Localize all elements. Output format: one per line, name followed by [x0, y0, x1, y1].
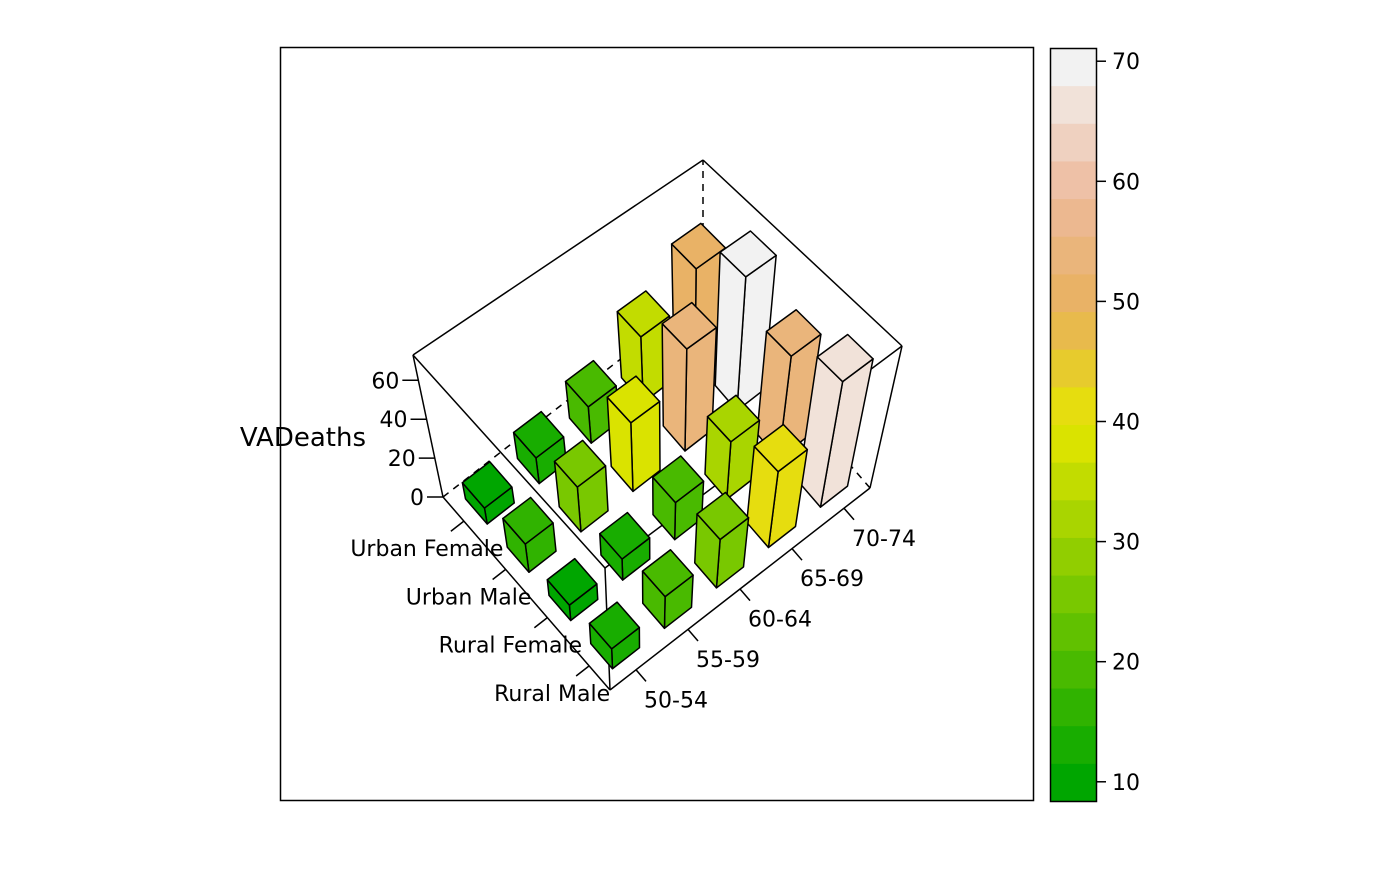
bar-55-59-urban-female [512, 410, 567, 485]
bar-top-face [753, 423, 809, 473]
bar-top-face [719, 230, 777, 278]
color-key-band [1050, 198, 1096, 237]
row-tick [791, 548, 803, 561]
color-key-band [1050, 236, 1096, 275]
z-tick-label: 20 [388, 447, 416, 472]
bar-top-face [502, 496, 554, 545]
color-key-band [1050, 424, 1096, 463]
color-key-band [1050, 386, 1096, 425]
bar-top-face [616, 290, 671, 338]
color-key-band [1050, 612, 1096, 651]
bar-top-face [816, 333, 874, 383]
box-edge [412, 159, 704, 356]
color-key-tick-label: 60 [1112, 170, 1140, 195]
bar-top-face [461, 461, 513, 509]
bar-top-face [546, 557, 598, 606]
bar-top-face [553, 439, 607, 488]
color-key-band [1050, 537, 1096, 576]
box-edge [412, 354, 606, 569]
bar-top-face [588, 601, 641, 650]
bar-60-64-rural-female [652, 455, 705, 541]
color-key-band [1050, 85, 1096, 124]
color-key-tick-label: 30 [1112, 531, 1140, 556]
color-key-tick-label: 10 [1112, 771, 1140, 796]
row-tick-label: 50-54 [644, 688, 708, 713]
color-key-band [1050, 688, 1096, 727]
box-edge [702, 159, 903, 347]
column-tick [450, 520, 465, 532]
axes: Rural Male Rural Female Urban Male Urban Fe… [350, 369, 916, 713]
bar-top-face [641, 548, 694, 598]
bar-top-face [661, 301, 718, 350]
color-key-band [1050, 725, 1096, 764]
bar-top-face [696, 491, 750, 541]
z-axis-label: VADeaths [240, 423, 366, 453]
row-tick [843, 507, 855, 521]
row-tick [687, 628, 699, 642]
z-tick-label: 40 [380, 408, 408, 433]
row-tick-label: 65-69 [800, 567, 864, 592]
color-key-band [1050, 575, 1096, 614]
bar-50-54-rural-female [546, 557, 599, 622]
bar-top-face [706, 394, 761, 443]
bar-top-face [512, 410, 565, 459]
color-key-band [1050, 763, 1096, 802]
column-tick [492, 568, 507, 581]
z-tick-label: 60 [371, 369, 399, 394]
bar-65-69-rural-male [746, 423, 809, 549]
bar-60-64-rural-male [694, 491, 750, 589]
bar-top-face [765, 308, 822, 357]
bar-55-59-rural-female [599, 511, 651, 581]
column-tick-label: Rural Male [494, 682, 610, 707]
column-tick [533, 617, 548, 629]
box-edge [869, 345, 903, 489]
bar-55-59-urban-male [553, 439, 609, 533]
bar-55-59-rural-male [641, 548, 694, 630]
bar-60-64-urban-female [564, 359, 619, 444]
row-tick-label: 70-74 [852, 527, 916, 552]
bar-top-face [670, 222, 727, 270]
column-tick-label: Urban Female [350, 537, 503, 562]
color-key-band [1050, 499, 1096, 538]
bar-top-face [606, 375, 661, 424]
box-edge [442, 496, 611, 691]
column-tick-label: Rural Female [439, 634, 582, 659]
panel-border [279, 46, 1035, 802]
bar-50-54-urban-female [461, 461, 515, 525]
color-key-tick-label: 40 [1112, 410, 1140, 435]
bar-70-74-urban-male [714, 230, 777, 412]
z-tick-label: 0 [410, 486, 424, 511]
color-key-tick-label: 50 [1112, 290, 1140, 315]
color-key-band [1050, 160, 1096, 200]
bars [461, 222, 874, 670]
bar-70-74-rural-female [756, 308, 822, 460]
color-key-tick-label: 70 [1112, 50, 1140, 75]
color-key: 10 20 30 40 50 60 70 [1049, 47, 1140, 803]
bar-60-64-urban-male [606, 375, 661, 493]
row-tick-label: 60-64 [748, 608, 812, 633]
bar-50-54-urban-male [502, 496, 557, 573]
color-key-band [1050, 311, 1096, 350]
color-key-band [1050, 48, 1096, 87]
row-tick [739, 588, 751, 602]
box-edge [412, 354, 444, 498]
color-key-band [1050, 273, 1096, 313]
color-key-band [1050, 349, 1096, 388]
color-key-band [1050, 123, 1096, 162]
bar-70-74-rural-male [798, 333, 874, 508]
color-key-band [1050, 650, 1096, 689]
bar-top-face [599, 511, 651, 560]
column-tick [575, 665, 590, 677]
bar-top-face [652, 455, 705, 504]
color-key-border [1049, 47, 1098, 803]
bar-50-54-rural-male [588, 601, 641, 670]
row-tick [635, 669, 647, 682]
color-key-band [1050, 462, 1096, 501]
bar-top-face [564, 359, 617, 408]
row-tick-label: 55-59 [696, 648, 760, 673]
color-key-tick-label: 20 [1112, 651, 1140, 676]
column-tick-label: Urban Male [406, 585, 532, 610]
